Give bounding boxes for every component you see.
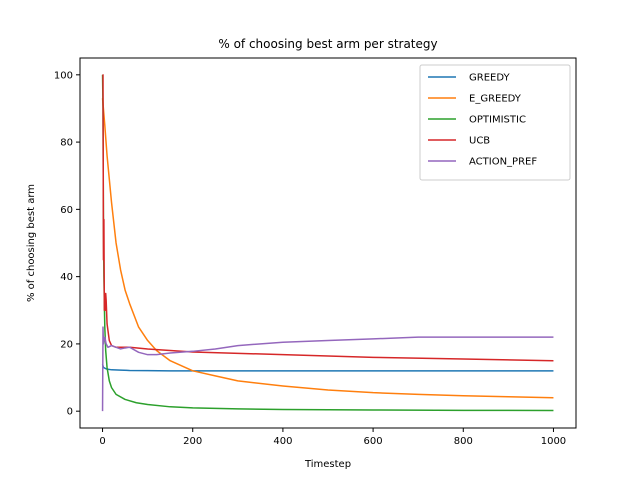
y-tick-label: 20: [60, 339, 73, 350]
x-tick-label: 400: [273, 436, 292, 447]
series-line-e-greedy: [101, 98, 554, 399]
legend-label: ACTION_PREF: [469, 157, 537, 168]
y-tick-label: 100: [54, 70, 73, 81]
x-tick-label: 1000: [541, 436, 566, 447]
legend-box: [419, 64, 571, 181]
series-layer: [101, 74, 554, 412]
x-tick-label: 600: [364, 436, 383, 447]
series-line-ucb: [102, 74, 554, 362]
series-line-action-pref: [101, 326, 554, 412]
x-tick-label: 0: [99, 436, 105, 447]
x-tick-label: 800: [454, 436, 473, 447]
y-tick-label: 80: [60, 138, 73, 149]
y-tick-label: 40: [60, 272, 73, 283]
chart-title: % of choosing best arm per strategy: [218, 37, 437, 51]
plot-area: 0 200 400 600 800 1000 0 20 40 60 80 100: [54, 57, 577, 447]
x-axis: 0 200 400 600 800 1000: [99, 428, 566, 447]
series-line-greedy: [101, 363, 554, 372]
legend-label: UCB: [469, 136, 490, 147]
plot-frame: [79, 57, 577, 429]
x-tick-label: 200: [183, 436, 202, 447]
legend: GREEDY E_GREEDY OPTIMISTIC UCB ACTION_PREF: [419, 64, 571, 181]
legend-label: E_GREEDY: [469, 94, 522, 105]
legend-label: GREEDY: [469, 73, 510, 84]
y-axis-label: % of choosing best arm: [26, 184, 37, 302]
y-tick-label: 60: [60, 205, 73, 216]
y-axis: 0 20 40 60 80 100: [54, 70, 80, 418]
y-tick-label: 0: [67, 407, 73, 418]
x-axis-label: Timestep: [304, 459, 351, 470]
legend-label: OPTIMISTIC: [469, 115, 526, 126]
